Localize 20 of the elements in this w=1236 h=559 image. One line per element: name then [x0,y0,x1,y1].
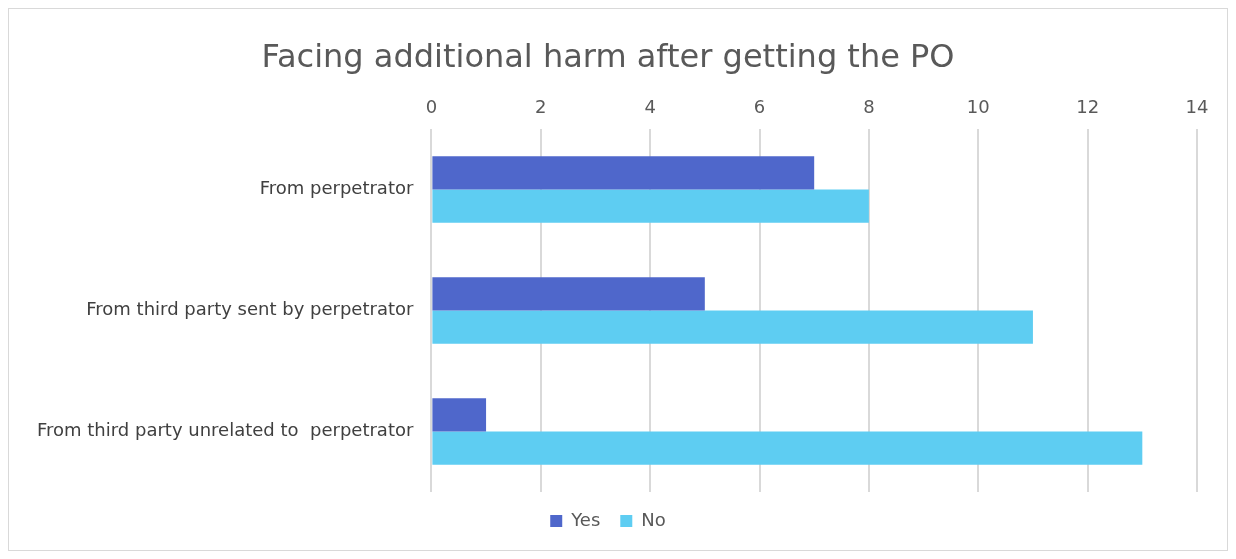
legend-label: No [641,508,666,530]
bar [432,156,815,190]
x-tick-label: 0 [425,95,438,117]
x-tick-label: 4 [644,95,656,117]
bar [432,398,487,432]
x-tick-label: 10 [966,95,990,117]
x-tick-label: 14 [1185,95,1209,117]
bar [432,277,705,311]
bar [432,431,1143,465]
bar [432,189,869,223]
x-tick-label: 8 [863,95,875,117]
y-tick-label: From third party unrelated to perpetrator [36,419,414,441]
y-tick-label: From perpetrator [259,177,414,199]
bar [432,310,1033,344]
y-tick-label: From third party sent by perpetrator [86,298,414,320]
legend-label: Yes [570,508,601,530]
x-tick-label: 12 [1076,95,1100,117]
x-tick-label: 2 [535,95,547,117]
x-tick-label: 6 [753,95,766,117]
chart-title: Facing additional harm after getting the PO [261,36,955,75]
